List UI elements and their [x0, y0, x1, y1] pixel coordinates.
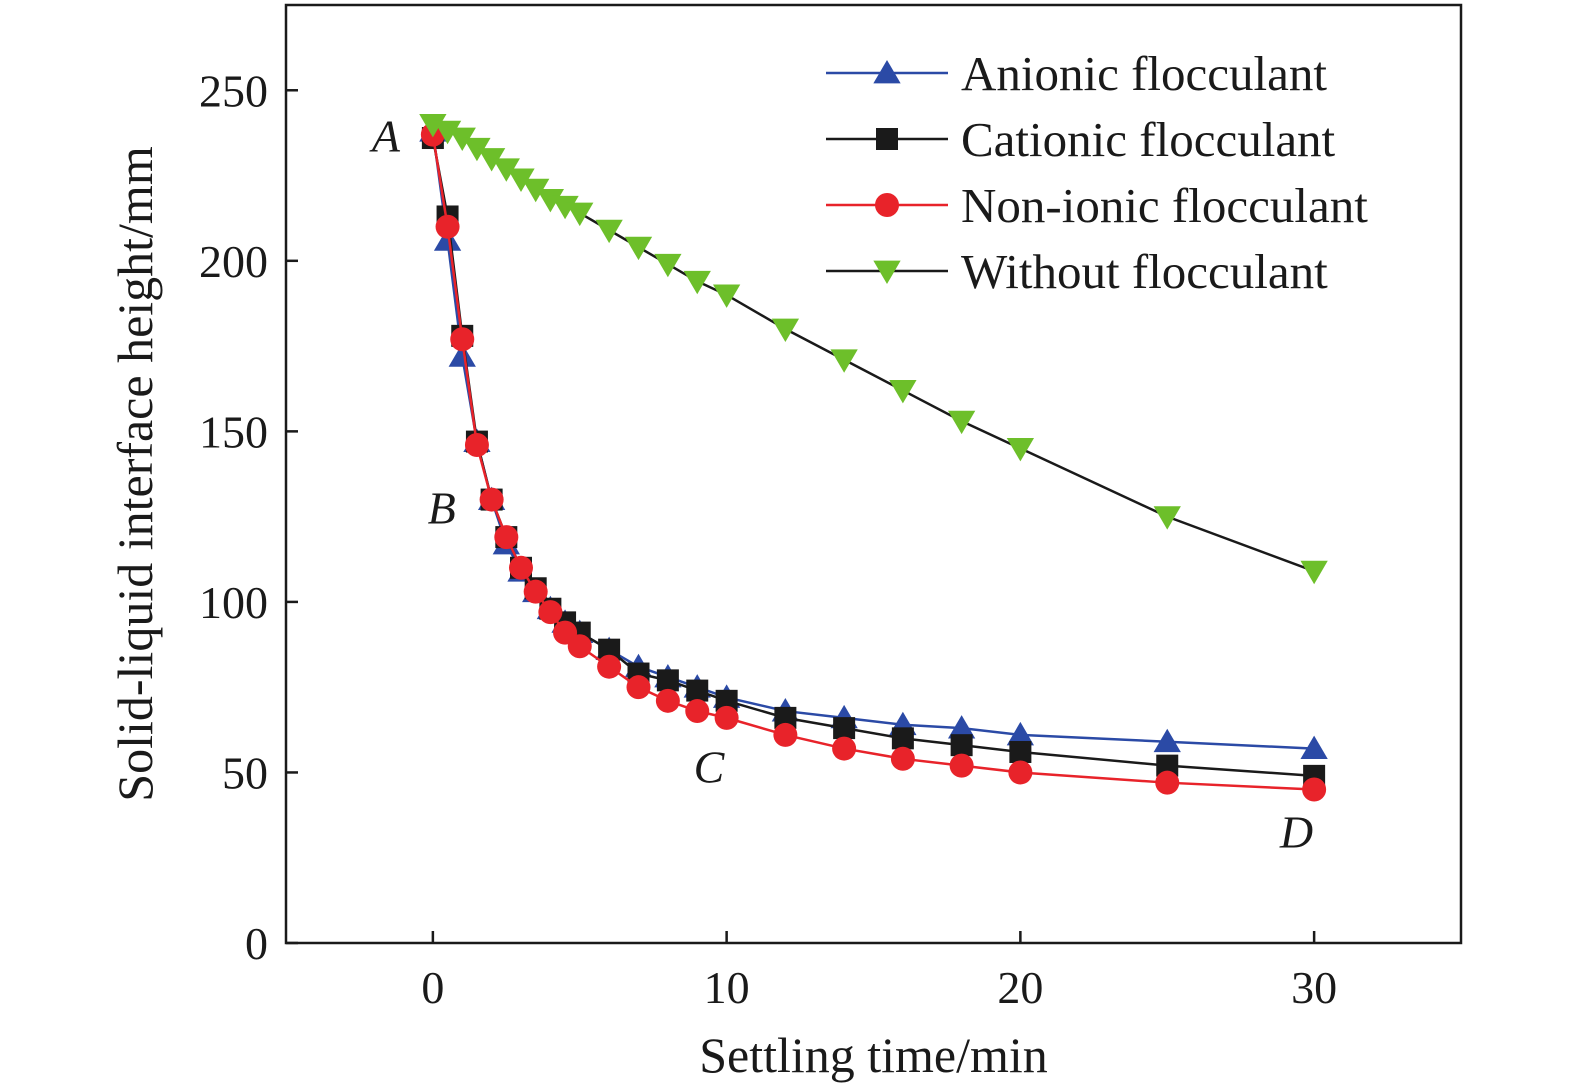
data-point-without-flocculant: [889, 380, 917, 404]
data-point-cationic-flocculant: [686, 679, 709, 702]
data-point-without-flocculant: [433, 120, 462, 145]
data-point-non-ionic-flocculant: [479, 487, 504, 512]
data-point-without-flocculant: [448, 127, 476, 152]
data-point-non-ionic-flocculant: [435, 214, 460, 239]
data-point-non-ionic-flocculant: [655, 688, 680, 713]
data-point-non-ionic-flocculant: [567, 634, 592, 659]
data-point-non-ionic-flocculant: [832, 736, 857, 761]
data-point-non-ionic-flocculant: [1008, 760, 1033, 785]
data-point-cationic-flocculant: [1156, 754, 1179, 777]
data-point-non-ionic-flocculant: [773, 722, 798, 747]
data-point-without-flocculant: [771, 318, 800, 343]
data-point-without-flocculant: [566, 202, 594, 227]
data-point-without-flocculant: [522, 178, 550, 203]
data-point-anionic-flocculant: [1153, 728, 1181, 753]
data-point-non-ionic-flocculant: [538, 600, 563, 625]
legend-label: Cationic flocculant: [961, 112, 1336, 167]
legend-marker: [876, 128, 898, 150]
legend-label: Anionic flocculant: [961, 46, 1327, 101]
annotation-label: A: [369, 111, 401, 162]
data-point-anionic-flocculant: [1006, 721, 1035, 746]
legend-entry-non-ionic-flocculant: Non-ionic flocculant: [826, 178, 1368, 233]
data-point-non-ionic-flocculant: [1155, 770, 1180, 795]
data-point-without-flocculant: [683, 270, 711, 295]
data-point-non-ionic-flocculant: [1302, 777, 1327, 802]
legend-entry-cationic-flocculant: Cationic flocculant: [826, 112, 1336, 167]
data-point-anionic-flocculant: [448, 343, 476, 367]
data-point-without-flocculant: [507, 168, 535, 192]
data-point-non-ionic-flocculant: [949, 753, 974, 778]
data-point-without-flocculant: [595, 219, 623, 244]
data-point-cationic-flocculant: [950, 734, 973, 757]
data-point-non-ionic-flocculant: [494, 525, 519, 550]
data-point-non-ionic-flocculant: [509, 555, 533, 580]
x-tick-label: 30: [1291, 962, 1337, 1013]
x-tick-label: 20: [997, 962, 1043, 1013]
series-without-flocculant: [419, 113, 1328, 585]
x-tick-label: 10: [704, 962, 750, 1013]
legend-marker: [873, 260, 901, 284]
data-point-without-flocculant: [463, 137, 491, 162]
x-axis: 0 10 20 30: [421, 931, 1337, 1013]
y-tick-label: 150: [199, 406, 268, 457]
annotation-label: D: [1279, 806, 1313, 857]
data-point-non-ionic-flocculant: [464, 433, 489, 458]
data-point-without-flocculant: [551, 195, 579, 220]
legend-entry-anionic-flocculant: Anionic flocculant: [826, 46, 1327, 101]
data-point-non-ionic-flocculant: [685, 699, 710, 724]
legend-entry-without-flocculant: Without flocculant: [826, 244, 1328, 299]
point-annotations: A B C D: [369, 111, 1313, 858]
legend: Anionic flocculant Cationic flocculant Non…: [826, 46, 1368, 299]
x-axis-title: Settling time/min: [699, 1027, 1048, 1083]
data-point-cationic-flocculant: [891, 727, 914, 750]
legend-marker: [873, 60, 901, 84]
legend-label: Without flocculant: [961, 244, 1328, 299]
annotation-label: B: [428, 482, 456, 533]
data-point-non-ionic-flocculant: [523, 579, 548, 604]
data-point-cationic-flocculant: [598, 638, 621, 661]
data-point-non-ionic-flocculant: [597, 654, 622, 679]
annotation-label: C: [694, 742, 726, 793]
x-tick-label: 0: [421, 962, 444, 1013]
data-point-without-flocculant: [419, 113, 447, 138]
data-point-cationic-flocculant: [833, 717, 856, 740]
data-point-anionic-flocculant: [433, 227, 462, 251]
data-point-anionic-flocculant: [947, 715, 976, 739]
data-point-without-flocculant: [1006, 438, 1035, 462]
data-point-cationic-flocculant: [1009, 740, 1032, 763]
y-tick-label: 0: [245, 918, 268, 969]
data-point-non-ionic-flocculant: [714, 705, 739, 730]
data-point-without-flocculant: [624, 236, 653, 261]
y-tick-label: 200: [199, 236, 268, 287]
series-line-cationic-flocculant: [431, 137, 1315, 778]
data-point-without-flocculant: [654, 253, 682, 278]
data-point-cationic-flocculant: [774, 706, 797, 729]
y-tick-label: 50: [222, 747, 268, 798]
data-point-non-ionic-flocculant: [890, 746, 915, 771]
data-point-without-flocculant: [492, 158, 520, 182]
y-axis-title: Solid-liquid interface height/mm: [107, 146, 163, 802]
data-point-without-flocculant: [477, 148, 506, 172]
legend-label: Non-ionic flocculant: [961, 178, 1368, 233]
data-point-without-flocculant: [536, 189, 565, 213]
plot-area: [419, 113, 1328, 802]
data-point-without-flocculant: [1300, 560, 1328, 585]
data-point-without-flocculant: [830, 349, 858, 373]
y-axis: 0 50 100 150 200 250: [199, 65, 298, 969]
series-non-ionic-flocculant: [420, 122, 1327, 802]
data-point-non-ionic-flocculant: [450, 327, 475, 352]
data-point-non-ionic-flocculant: [626, 675, 651, 700]
data-point-cationic-flocculant: [715, 689, 738, 712]
data-point-cationic-flocculant: [656, 669, 679, 692]
legend-marker: [875, 193, 899, 217]
y-tick-label: 250: [199, 65, 268, 116]
data-point-without-flocculant: [1153, 506, 1181, 530]
data-point-without-flocculant: [947, 410, 976, 435]
data-point-anionic-flocculant: [1300, 735, 1328, 759]
data-point-without-flocculant: [712, 284, 741, 308]
plot-frame: [284, 3, 1463, 945]
y-tick-label: 100: [199, 577, 268, 628]
